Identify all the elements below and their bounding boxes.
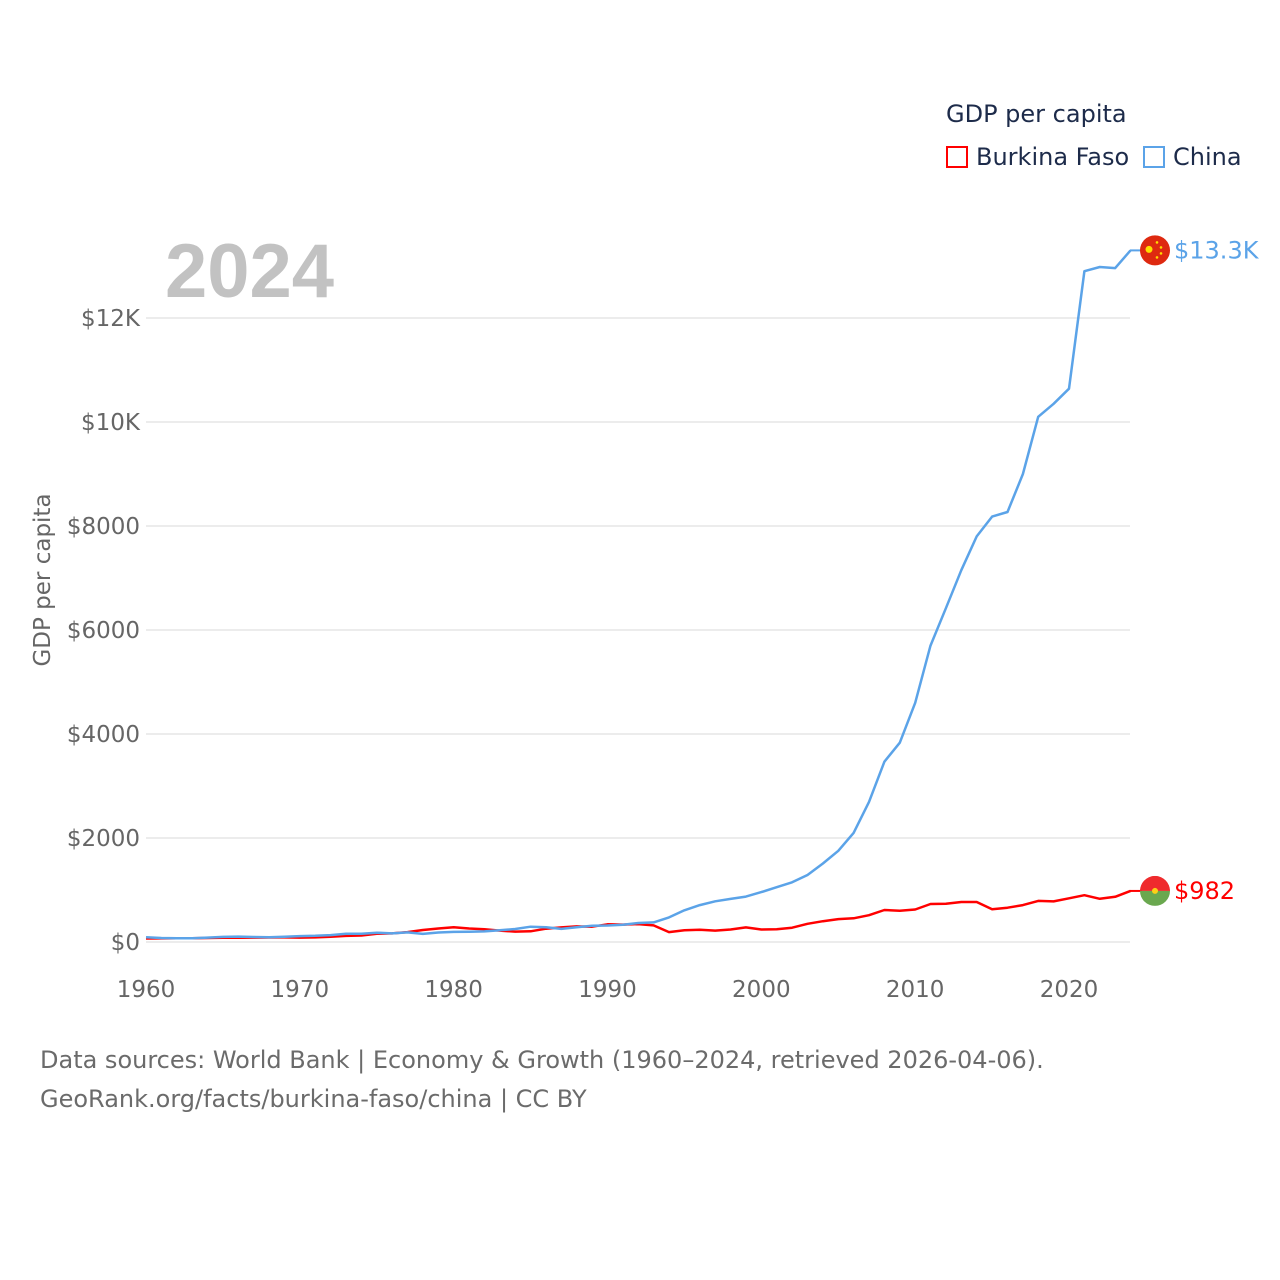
legend-label: Burkina Faso [976,143,1130,171]
y-axis-label: GDP per capita [30,493,56,666]
y-tick-label: $12K [81,306,141,332]
y-tick-label: $0 [111,930,140,956]
y-tick-label: $8000 [67,514,140,540]
data-source-note: Data sources: World Bank | Economy & Gro… [40,1046,1044,1074]
legend-item-china[interactable]: China [1143,143,1242,171]
x-tick-label: 1990 [578,977,637,1003]
y-tick-label: $6000 [67,618,140,644]
end-value-label: $13.3K [1174,236,1260,264]
legend-label: China [1173,143,1242,171]
x-tick-label: 2020 [1040,977,1099,1003]
y-tick-label: $10K [81,410,141,436]
chart-title-year: 2024 [165,229,335,314]
x-tick-label: 2010 [886,977,945,1003]
burkina-faso-flag-icon [1140,875,1170,906]
legend-item-burkina-faso[interactable]: Burkina Faso [946,143,1129,171]
legend-swatch [1143,146,1165,168]
x-tick-label: 1970 [271,977,330,1003]
series-line-burkina-faso [145,889,1131,940]
series-line-china [145,249,1132,940]
x-tick-label: 1980 [424,977,483,1003]
end-value-label: $982 [1174,877,1235,905]
x-tick-label: 1960 [117,977,176,1003]
y-tick-label: $2000 [67,826,140,852]
legend-swatch [946,146,968,168]
source-link[interactable]: GeoRank.org/facts/burkina-faso/china | C… [40,1085,587,1113]
legend-title: GDP per capita [946,100,1127,128]
china-flag-icon [1140,235,1170,266]
x-tick-label: 2000 [732,977,791,1003]
y-tick-label: $4000 [67,722,140,748]
